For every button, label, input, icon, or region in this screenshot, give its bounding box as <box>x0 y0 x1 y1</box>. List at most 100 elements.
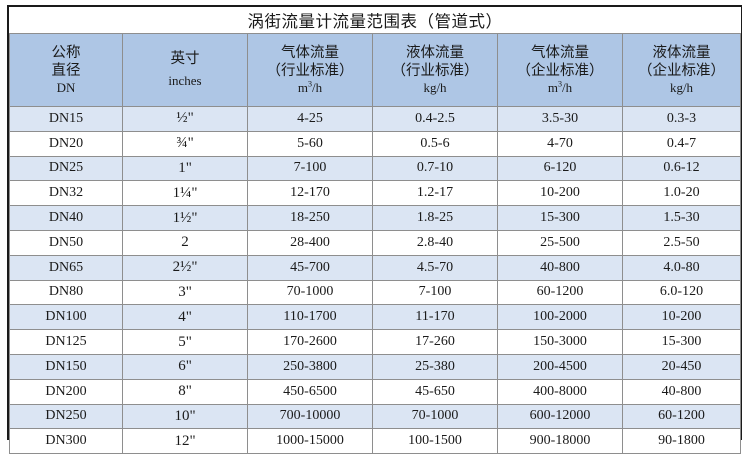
cell-nominal-diameter: DN80 <box>9 279 123 306</box>
cell-nominal-diameter: DN250 <box>9 403 123 430</box>
cell-liquid-flow-enterprise: 60-1200 <box>622 403 741 430</box>
cell-gas-flow-enterprise: 600-12000 <box>497 403 623 430</box>
column-header-liquid-flow-industry: 液体流量 （行业标准） kg/h <box>372 33 498 107</box>
header-unit: kg/h <box>423 80 447 95</box>
flow-range-table-container: 涡街流量计流量范围表（管道式） 公称 直径 DN 英寸 inches 气体流量 … <box>7 5 742 454</box>
table-row: DN250 10" 700-10000 70-1000 600-12000 60-1200 <box>9 403 741 430</box>
table-row: DN150 6" 250-3800 25-380 200-4500 20-450 <box>9 353 741 380</box>
header-line-1: 公称 <box>51 44 81 61</box>
header-unit: m3/h <box>297 79 323 95</box>
cell-gas-flow-enterprise: 4-70 <box>497 130 623 157</box>
cell-nominal-diameter: DN150 <box>9 353 123 380</box>
column-header-nominal-diameter: 公称 直径 DN <box>9 33 123 107</box>
cell-gas-flow-enterprise: 40-800 <box>497 254 623 281</box>
cell-liquid-flow-enterprise: 4.0-80 <box>622 254 741 281</box>
cell-liquid-flow-enterprise: 1.0-20 <box>622 180 741 207</box>
header-line-1: 液体流量 <box>652 44 711 61</box>
cell-nominal-diameter: DN20 <box>9 130 123 157</box>
cell-inches: 8" <box>122 378 248 405</box>
cell-liquid-flow-enterprise: 0.3-3 <box>622 106 741 132</box>
header-line-2: inches <box>168 73 202 89</box>
column-header-gas-flow-enterprise: 气体流量 （企业标准） m3/h <box>497 33 623 107</box>
cell-gas-flow-enterprise: 10-200 <box>497 180 623 207</box>
cell-liquid-flow-industry: 7-100 <box>372 279 498 306</box>
cell-nominal-diameter: DN65 <box>9 254 123 281</box>
superscript-3: 3 <box>557 79 563 89</box>
cell-gas-flow-industry: 5-60 <box>247 130 373 157</box>
cell-gas-flow-industry: 110-1700 <box>247 304 373 331</box>
cell-nominal-diameter: DN40 <box>9 205 123 231</box>
cell-liquid-flow-enterprise: 90-1800 <box>622 428 741 454</box>
cell-liquid-flow-enterprise: 40-800 <box>622 378 741 405</box>
column-header-liquid-flow-enterprise: 液体流量 （企业标准） kg/h <box>622 33 741 107</box>
cell-nominal-diameter: DN100 <box>9 304 123 331</box>
table-row: DN300 12" 1000-15000 100-1500 900-18000 90-18… <box>9 428 741 454</box>
cell-gas-flow-enterprise: 100-2000 <box>497 304 623 331</box>
cell-nominal-diameter: DN200 <box>9 378 123 405</box>
cell-gas-flow-industry: 700-10000 <box>247 403 373 430</box>
cell-liquid-flow-industry: 11-170 <box>372 304 498 331</box>
table-row: DN32 1¼" 12-170 1.2-17 10-200 1.0-20 <box>9 180 741 207</box>
cell-liquid-flow-enterprise: 10-200 <box>622 304 741 331</box>
cell-nominal-diameter: DN300 <box>9 428 123 454</box>
cell-liquid-flow-industry: 0.5-6 <box>372 130 498 157</box>
table-row: DN25 1" 7-100 0.7-10 6-120 0.6-12 <box>9 155 741 182</box>
cell-liquid-flow-industry: 0.7-10 <box>372 155 498 182</box>
cell-inches: 2 <box>122 229 248 256</box>
cell-gas-flow-enterprise: 15-300 <box>497 205 623 231</box>
cell-gas-flow-industry: 250-3800 <box>247 353 373 380</box>
table-row: DN15 ½" 4-25 0.4-2.5 3.5-30 0.3-3 <box>9 106 741 132</box>
cell-gas-flow-enterprise: 150-3000 <box>497 329 623 355</box>
cell-liquid-flow-enterprise: 20-450 <box>622 353 741 380</box>
cell-nominal-diameter: DN32 <box>9 180 123 207</box>
header-line-2: （企业标准） <box>516 62 604 79</box>
cell-liquid-flow-industry: 2.8-40 <box>372 229 498 256</box>
cell-inches: ¾" <box>122 130 248 157</box>
cell-gas-flow-enterprise: 200-4500 <box>497 353 623 380</box>
header-line-2: （企业标准） <box>638 62 725 79</box>
cell-liquid-flow-industry: 1.2-17 <box>372 180 498 207</box>
cell-gas-flow-industry: 170-2600 <box>247 329 373 355</box>
cell-inches: 3" <box>122 279 248 306</box>
cell-inches: 6" <box>122 353 248 380</box>
cell-gas-flow-enterprise: 25-500 <box>497 229 623 256</box>
table-header-row: 公称 直径 DN 英寸 inches 气体流量 （行业标准） m3/h 液体流量… <box>9 33 741 107</box>
cell-inches: 1½" <box>122 205 248 231</box>
table-row: DN125 5" 170-2600 17-260 150-3000 15-300 <box>9 329 741 355</box>
table-row: DN65 2½" 45-700 4.5-70 40-800 4.0-80 <box>9 254 741 281</box>
table-row: DN100 4" 110-1700 11-170 100-2000 10-200 <box>9 304 741 331</box>
superscript-3: 3 <box>307 79 313 89</box>
cell-gas-flow-industry: 18-250 <box>247 205 373 231</box>
cell-gas-flow-industry: 28-400 <box>247 229 373 256</box>
cell-nominal-diameter: DN125 <box>9 329 123 355</box>
cell-gas-flow-industry: 45-700 <box>247 254 373 281</box>
cell-liquid-flow-industry: 100-1500 <box>372 428 498 454</box>
cell-gas-flow-industry: 1000-15000 <box>247 428 373 454</box>
cell-liquid-flow-industry: 45-650 <box>372 378 498 405</box>
cell-inches: 1¼" <box>122 180 248 207</box>
cell-gas-flow-industry: 70-1000 <box>247 279 373 306</box>
header-line-1: 气体流量 <box>531 44 589 61</box>
cell-liquid-flow-industry: 1.8-25 <box>372 205 498 231</box>
cell-nominal-diameter: DN25 <box>9 155 123 182</box>
cell-gas-flow-enterprise: 3.5-30 <box>497 106 623 132</box>
cell-inches: 1" <box>122 155 248 182</box>
header-line-2: （行业标准） <box>391 62 479 79</box>
cell-inches: ½" <box>122 106 248 132</box>
cell-liquid-flow-industry: 17-260 <box>372 329 498 355</box>
table-row: DN80 3" 70-1000 7-100 60-1200 6.0-120 <box>9 279 741 306</box>
cell-gas-flow-industry: 7-100 <box>247 155 373 182</box>
cell-gas-flow-industry: 4-25 <box>247 106 373 132</box>
cell-nominal-diameter: DN15 <box>9 106 123 132</box>
cell-gas-flow-industry: 12-170 <box>247 180 373 207</box>
cell-liquid-flow-enterprise: 0.4-7 <box>622 130 741 157</box>
header-line-1: 液体流量 <box>406 44 464 61</box>
header-line-1: 英寸 <box>170 51 200 68</box>
cell-gas-flow-industry: 450-6500 <box>247 378 373 405</box>
cell-liquid-flow-enterprise: 2.5-50 <box>622 229 741 256</box>
cell-liquid-flow-industry: 25-380 <box>372 353 498 380</box>
cell-liquid-flow-enterprise: 1.5-30 <box>622 205 741 231</box>
table-row: DN40 1½" 18-250 1.8-25 15-300 1.5-30 <box>9 205 741 231</box>
cell-gas-flow-enterprise: 6-120 <box>497 155 623 182</box>
table-row: DN200 8" 450-6500 45-650 400-8000 40-800 <box>9 378 741 405</box>
